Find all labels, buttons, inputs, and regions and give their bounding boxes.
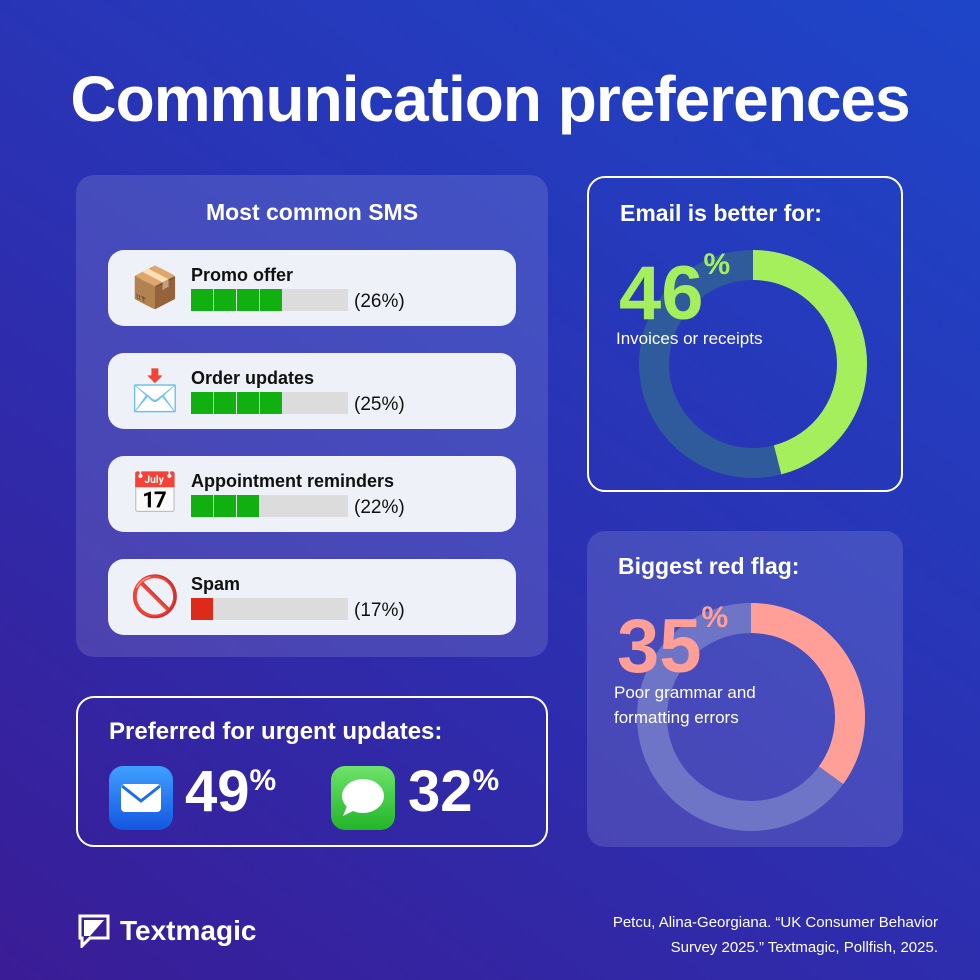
- progress-bar: [191, 495, 348, 517]
- donut-value-arc: [752, 250, 867, 475]
- bar-segment: [191, 598, 213, 620]
- bar-segment: [214, 289, 236, 311]
- donut-value-arc: [750, 603, 865, 784]
- citation-line-1: Petcu, Alina-Georgiana. “UK Consumer Beh…: [612, 914, 938, 931]
- bar-segment: [260, 392, 282, 414]
- sms-item-percent: (26%): [354, 291, 405, 312]
- bar-segment: [214, 392, 236, 414]
- email-percent: 46%: [619, 248, 731, 336]
- flag-percent: 35%: [617, 601, 729, 689]
- bar-segment: [191, 392, 213, 414]
- sms-item: 📅 Appointment reminders (22%): [108, 456, 516, 532]
- progress-bar: [191, 598, 348, 620]
- urgent-updates-panel: Preferred for urgent updates: 49% 32%: [76, 696, 548, 847]
- red-flag-panel: Biggest red flag: 35% Poor grammar and f…: [587, 531, 903, 847]
- bar-segment: [260, 289, 282, 311]
- sms-item-label: Order updates: [191, 368, 315, 388]
- most-common-sms-panel: Most common SMS 📦 Promo offer (26%) 📩 Ord…: [76, 175, 548, 657]
- messages-percent: 32%: [408, 759, 500, 824]
- bar-segment: [237, 289, 259, 311]
- bar-segment: [191, 495, 213, 517]
- sms-item: 📩 Order updates (25%): [108, 353, 516, 429]
- sms-item-percent: (25%): [354, 394, 405, 415]
- prohibited-icon: 🚫: [130, 574, 180, 620]
- bar-segment: [191, 289, 213, 311]
- sms-item-label: Appointment reminders: [191, 471, 395, 491]
- page-title: Communication preferences: [70, 63, 910, 135]
- messages-app-icon: [331, 766, 395, 830]
- flag-heading: Biggest red flag:: [618, 553, 800, 579]
- mail-percent: 49%: [185, 759, 277, 824]
- sms-item-label: Spam: [191, 574, 241, 594]
- textmagic-logo: Textmagic: [78, 914, 256, 948]
- progress-bar: [191, 289, 348, 311]
- flag-caption-1: Poor grammar and: [614, 683, 756, 702]
- sms-item-percent: (22%): [354, 497, 405, 518]
- sms-heading: Most common SMS: [205, 199, 419, 225]
- sms-item-label: Promo offer: [191, 265, 294, 285]
- calendar-icon: 📅: [130, 471, 180, 517]
- mail-app-icon: [109, 766, 173, 830]
- sms-item: 🚫 Spam (17%): [108, 559, 516, 635]
- bar-segment: [237, 495, 259, 517]
- urgent-heading: Preferred for urgent updates:: [109, 718, 443, 745]
- citation: Petcu, Alina-Georgiana. “UK Consumer Beh…: [613, 910, 938, 960]
- bar-segment: [214, 495, 236, 517]
- flag-caption-2: formatting errors: [614, 708, 739, 727]
- incoming-envelope-icon: 📩: [130, 368, 180, 414]
- citation-line-2: Survey 2025.” Textmagic, Pollfish, 2025.: [670, 939, 938, 956]
- sms-item-percent: (17%): [354, 600, 405, 621]
- brand-name: Textmagic: [120, 915, 257, 946]
- textmagic-logo-icon: [78, 914, 110, 948]
- package-icon: 📦: [130, 265, 180, 311]
- email-caption: Invoices or receipts: [616, 329, 763, 348]
- email-better-panel: Email is better for: 46% Invoices or rec…: [587, 176, 903, 492]
- sms-item: 📦 Promo offer (26%): [108, 250, 516, 326]
- progress-bar: [191, 392, 348, 414]
- bar-segment: [237, 392, 259, 414]
- flag-donut: [637, 603, 865, 831]
- email-heading: Email is better for:: [620, 200, 822, 226]
- email-donut: [639, 250, 867, 478]
